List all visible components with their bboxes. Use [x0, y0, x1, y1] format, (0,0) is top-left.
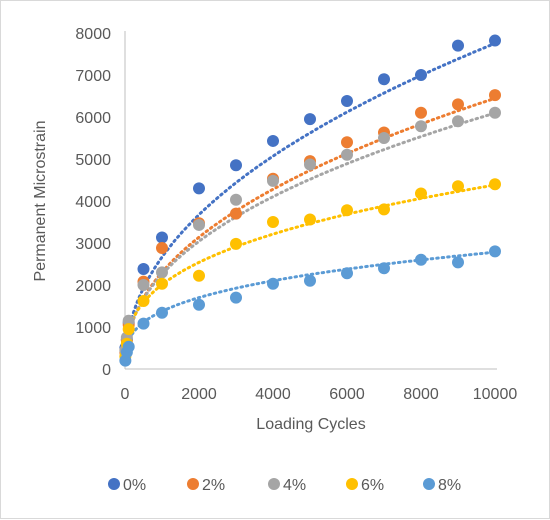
data-point-0pct [267, 134, 279, 147]
data-point-8pct [156, 306, 168, 319]
data-point-2pct [341, 136, 353, 149]
y-tick-label: 4000 [75, 194, 111, 211]
y-tick-label: 2000 [75, 278, 111, 295]
x-tick-label: 10000 [473, 386, 518, 403]
y-tick-label: 3000 [75, 236, 111, 253]
legend-marker [268, 478, 280, 490]
data-point-0pct [156, 231, 168, 244]
legend-label: 2% [202, 477, 225, 494]
y-tick-label: 6000 [75, 110, 111, 127]
data-point-8pct [230, 291, 242, 304]
data-point-4pct [156, 266, 168, 279]
data-point-0pct [489, 34, 501, 47]
x-tick-label: 4000 [255, 386, 291, 403]
data-point-2pct [489, 89, 501, 102]
data-point-6pct [230, 237, 242, 250]
data-points [119, 34, 501, 367]
data-point-8pct [267, 277, 279, 290]
data-point-2pct [156, 242, 168, 255]
trendline-0pct [123, 41, 497, 358]
trendline-2pct [123, 96, 497, 359]
axes [124, 31, 497, 370]
data-point-8pct [452, 256, 464, 269]
y-axis-title: Permanent Microstrain [32, 121, 49, 282]
data-point-8pct [137, 317, 150, 330]
legend-marker [423, 478, 435, 490]
data-point-2pct [415, 106, 427, 119]
data-point-6pct [193, 269, 205, 282]
data-point-6pct [378, 203, 390, 216]
data-point-8pct [122, 340, 135, 353]
legend-label: 8% [438, 477, 461, 494]
legend: 0% 2% 4% 6% 8% [108, 477, 461, 494]
data-point-4pct [452, 115, 464, 128]
legend-marker [346, 478, 358, 490]
legend-marker [187, 478, 199, 490]
data-point-6pct [156, 277, 168, 290]
data-point-4pct [378, 132, 390, 144]
data-point-6pct [137, 294, 150, 307]
x-axis-title: Loading Cycles [256, 416, 365, 433]
data-point-0pct [193, 182, 205, 195]
data-point-8pct [341, 267, 353, 280]
data-point-8pct [489, 245, 501, 258]
x-tick-label: 6000 [329, 386, 365, 403]
data-point-6pct [489, 178, 501, 191]
y-tick-label: 5000 [75, 152, 111, 169]
legend-label: 6% [361, 477, 384, 494]
legend-label: 0% [123, 477, 146, 494]
data-point-8pct [193, 298, 205, 311]
data-point-4pct [415, 120, 427, 133]
data-point-4pct [230, 193, 242, 206]
data-point-6pct [452, 180, 464, 193]
data-point-8pct [378, 262, 390, 275]
data-point-0pct [378, 73, 390, 86]
y-tick-label: 1000 [75, 320, 111, 337]
data-point-6pct [341, 204, 353, 217]
y-tick-label: 0 [102, 362, 111, 379]
data-point-4pct [341, 148, 353, 161]
data-point-4pct [489, 106, 501, 119]
data-point-0pct [341, 95, 353, 108]
data-point-0pct [304, 113, 316, 126]
data-point-8pct [415, 253, 427, 266]
data-point-0pct [137, 263, 150, 276]
data-point-0pct [452, 39, 464, 52]
x-tick-label: 8000 [403, 386, 439, 403]
y-tick-label: 8000 [75, 26, 111, 43]
y-tick-labels: 0 1000 2000 3000 4000 5000 6000 7000 8000 [75, 26, 111, 379]
legend-label: 4% [283, 477, 306, 494]
data-point-6pct [415, 187, 427, 200]
trendline-8pct [123, 250, 497, 357]
trendlines [123, 41, 497, 359]
data-point-6pct [122, 323, 135, 336]
data-point-2pct [452, 98, 464, 111]
data-point-4pct [267, 174, 279, 187]
data-point-8pct [304, 274, 316, 287]
y-tick-label: 7000 [75, 68, 111, 85]
data-point-0pct [415, 69, 427, 81]
data-point-6pct [304, 213, 316, 226]
x-tick-label: 0 [121, 386, 130, 403]
x-tick-labels: 0 2000 4000 6000 8000 10000 [121, 386, 518, 403]
data-point-2pct [230, 207, 242, 220]
data-point-4pct [304, 158, 316, 171]
data-point-4pct [137, 279, 150, 291]
data-point-4pct [193, 218, 205, 231]
data-point-6pct [267, 216, 279, 228]
data-point-0pct [230, 159, 242, 172]
x-tick-label: 2000 [181, 386, 217, 403]
trendline-6pct [123, 183, 497, 353]
legend-marker [108, 478, 120, 490]
data-point-4pct [122, 314, 135, 327]
trendline-4pct [123, 111, 497, 358]
